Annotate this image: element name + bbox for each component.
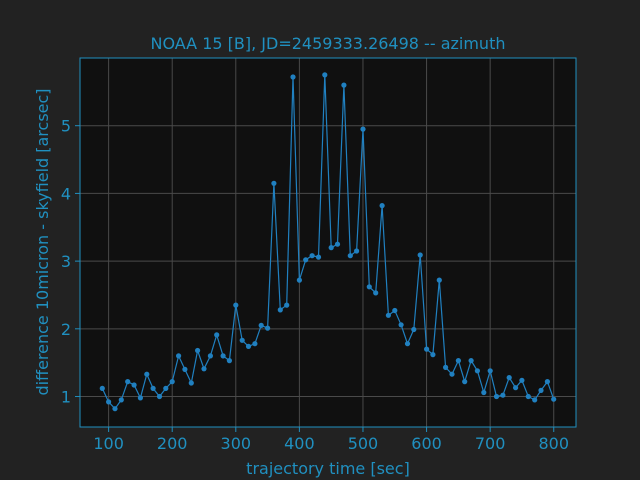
data-point <box>354 248 360 254</box>
data-point <box>468 358 474 364</box>
data-point <box>106 399 112 405</box>
x-tick-label: 500 <box>348 434 379 453</box>
data-point <box>347 253 353 259</box>
y-axis-ticks: 1 2 3 4 5 <box>61 117 80 407</box>
axes-frame <box>79 57 577 428</box>
data-point <box>455 358 461 364</box>
data-point <box>436 277 442 283</box>
data-point <box>290 74 296 80</box>
y-tick-label: 2 <box>61 320 71 339</box>
data-point <box>334 241 341 247</box>
data-point <box>303 257 309 263</box>
data-point <box>296 277 302 283</box>
data-point <box>373 290 379 296</box>
data-point <box>150 385 156 391</box>
data-point <box>379 203 385 209</box>
data-point <box>195 347 201 354</box>
y-tick-label: 5 <box>61 117 71 136</box>
y-tick-label: 3 <box>61 252 71 271</box>
data-point <box>309 253 315 259</box>
x-tick-label: 300 <box>221 434 252 453</box>
data-point <box>220 353 226 359</box>
x-axis-label: trajectory time [sec] <box>246 459 410 478</box>
data-point <box>207 353 213 359</box>
x-tick-label: 400 <box>284 434 315 453</box>
plot-area <box>80 58 576 427</box>
data-point <box>538 387 544 393</box>
data-point <box>417 252 423 258</box>
data-point <box>226 358 232 364</box>
data-point <box>385 312 391 318</box>
data-point <box>176 353 182 359</box>
data-point <box>493 393 500 400</box>
data-point <box>214 332 220 338</box>
data-point <box>118 397 124 403</box>
data-point <box>201 366 207 372</box>
data-point <box>284 302 290 308</box>
data-point <box>404 341 411 347</box>
data-point <box>131 382 137 388</box>
y-tick-label: 4 <box>61 184 71 203</box>
data-point <box>169 379 175 385</box>
chart-title: NOAA 15 [B], JD=2459333.26498 -- azimuth <box>151 34 506 53</box>
data-point <box>411 326 417 333</box>
y-tick-label: 1 <box>61 388 71 407</box>
data-point <box>474 368 480 374</box>
data-point <box>277 307 283 313</box>
data-point <box>99 385 105 391</box>
data-point <box>258 322 264 328</box>
x-tick-label: 800 <box>538 434 569 453</box>
data-point <box>315 254 322 260</box>
data-point <box>366 284 372 290</box>
data-point <box>430 352 436 358</box>
x-tick-label: 700 <box>475 434 506 453</box>
data-point <box>271 180 277 186</box>
data-point <box>544 379 551 385</box>
data-point <box>112 406 118 412</box>
data-point <box>398 322 404 328</box>
data-point <box>144 371 150 377</box>
data-point <box>245 343 252 349</box>
data-point <box>137 395 143 401</box>
data-point <box>252 341 258 347</box>
data-point <box>424 346 430 352</box>
data-point <box>239 337 245 343</box>
data-point <box>500 392 506 398</box>
x-tick-label: 200 <box>157 434 188 453</box>
data-point <box>265 325 271 331</box>
data-point <box>163 385 169 391</box>
data-point <box>532 397 538 403</box>
data-point <box>341 82 347 88</box>
grid <box>80 58 576 427</box>
data-point <box>233 302 239 308</box>
x-axis-ticks: 100 200 300 400 500 600 700 800 <box>93 427 569 453</box>
data-point <box>125 379 131 385</box>
data-point <box>322 72 328 78</box>
y-axis-label: difference 10micron - skyfield [arcsec] <box>33 88 52 395</box>
data-point <box>360 126 366 132</box>
data-point <box>462 379 468 385</box>
data-point <box>506 375 512 381</box>
data-point <box>182 366 188 372</box>
data-point <box>513 385 519 391</box>
data-point <box>551 396 557 402</box>
data-point <box>328 245 334 251</box>
data-point <box>481 389 487 396</box>
data-point <box>443 364 449 370</box>
data-point <box>156 393 163 400</box>
data-point <box>525 393 531 400</box>
data-point <box>188 380 194 386</box>
data-point <box>487 368 493 374</box>
x-tick-label: 600 <box>411 434 442 453</box>
series-line <box>101 74 555 410</box>
x-tick-label: 100 <box>93 434 124 453</box>
data-point <box>392 307 398 314</box>
data-point <box>519 377 525 383</box>
data-point <box>449 371 455 377</box>
series-layer <box>99 72 557 412</box>
